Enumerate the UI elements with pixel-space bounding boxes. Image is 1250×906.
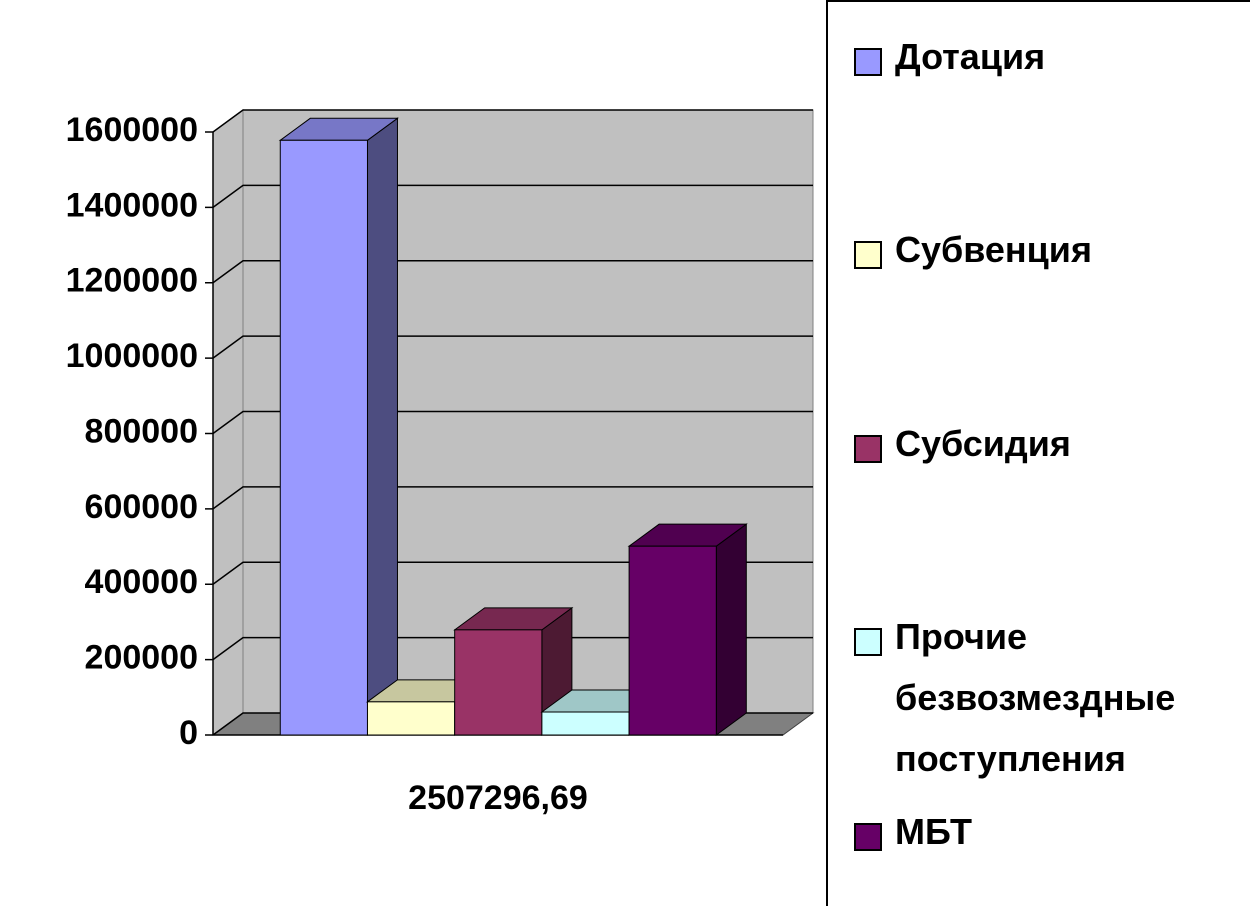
legend-label: Прочие безвозмездные поступления: [895, 616, 1176, 779]
y-tick-label: 1600000: [66, 111, 198, 149]
legend-label: Субвенция: [895, 229, 1092, 270]
legend-swatch: [854, 48, 882, 76]
bar: [279, 139, 368, 736]
legend-entry: Субвенция: [854, 229, 1244, 280]
grid-line: [212, 184, 813, 208]
legend-entry: МБТ: [854, 811, 1244, 862]
y-tick-label: 800000: [85, 412, 198, 450]
y-tick-label: 400000: [85, 563, 198, 601]
bar: [541, 711, 630, 736]
legend: Дотация Субвенция Субсидия Прочие безвозмез…: [826, 0, 1250, 906]
grid-line: [212, 486, 813, 510]
y-tick-label: 0: [179, 714, 198, 752]
grid-line: [212, 109, 813, 133]
y-tick-label: 600000: [85, 488, 198, 526]
grid-line: [212, 410, 813, 435]
legend-swatch: [854, 628, 882, 656]
grid-line: [212, 636, 813, 661]
grid-line: [212, 260, 813, 284]
legend-swatch: [854, 823, 882, 851]
legend-label: Дотация: [895, 36, 1046, 77]
y-tick-label: 1200000: [66, 262, 198, 300]
legend-entry: Субсидия: [854, 423, 1244, 474]
legend-entry: Дотация: [854, 36, 1244, 87]
bar: [366, 701, 456, 736]
y-tick-label: 1400000: [66, 186, 198, 224]
legend-swatch: [854, 241, 882, 269]
legend-entry: Прочие безвозмездные поступления: [854, 616, 1244, 789]
legend-label: МБТ: [895, 811, 972, 852]
x-tick-label: 2507296,69: [408, 779, 588, 817]
chart: 0 200000 400000 600000 800000 1000000 1200000 1…: [66, 109, 815, 817]
y-tick-label: 200000: [85, 639, 198, 677]
grid-line: [212, 335, 813, 359]
bar: [454, 629, 543, 736]
bar: [628, 545, 717, 736]
y-tick-label: 1000000: [66, 337, 198, 375]
legend-swatch: [854, 435, 882, 463]
legend-label: Субсидия: [895, 423, 1071, 464]
bar-side: [366, 117, 398, 736]
grid-line: [212, 561, 813, 585]
bar-side: [715, 523, 747, 736]
